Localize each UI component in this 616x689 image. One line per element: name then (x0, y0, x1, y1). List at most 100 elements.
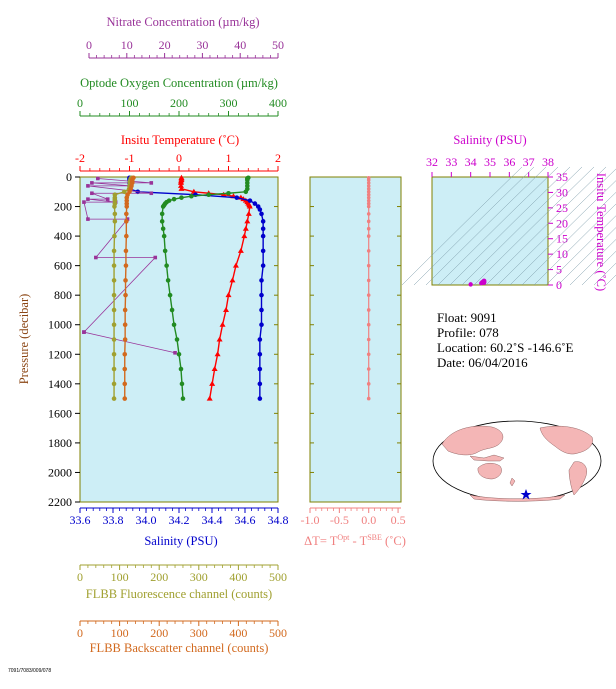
nitrate-point (90, 181, 94, 185)
delta-t-point (366, 189, 371, 194)
oxygen-axis-label: Optode Oxygen Concentration (µm/kg) (80, 76, 278, 90)
flbb-backscatter-point (122, 396, 128, 401)
insitu-temperature-point (177, 182, 184, 188)
pressure-tick-label: 800 (54, 288, 72, 302)
fluorescence-tick-label: 100 (111, 570, 129, 584)
backscatter-tick-label: 500 (269, 626, 287, 640)
flbb-backscatter-point (122, 322, 128, 328)
optode-oxygen-point (171, 196, 177, 202)
ts-salinity-tick-label: 36 (503, 155, 515, 169)
delta-t-point (366, 195, 371, 200)
flbb-backscatter-point (124, 211, 129, 217)
info-float: Float: 9091 (437, 310, 497, 325)
oxygen-tick-label: 0 (77, 96, 83, 110)
flbb-backscatter-point (123, 263, 129, 268)
delta-t-label-sup2: SBE (367, 533, 382, 542)
flbb-fluorescence-point (111, 396, 117, 401)
ts-isopycnal (425, 166, 547, 286)
salinity-point (260, 263, 266, 268)
insitu-temperature-point (232, 262, 239, 268)
ts-isopycnal (509, 180, 616, 286)
ts-salinity-tick-label: 35 (484, 155, 496, 169)
flbb-backscatter-point (123, 278, 128, 283)
delta-t-panel (309, 176, 402, 503)
ts-isopycnal (473, 166, 595, 286)
delta-t-point (366, 293, 371, 297)
ts-isopycnal (521, 191, 616, 286)
map-antarctica (469, 494, 566, 502)
optode-oxygen-point (243, 189, 249, 195)
insitu-temperature-point (216, 336, 223, 342)
pressure-tick-label: 1400 (48, 377, 72, 391)
nitrate-point (149, 191, 154, 196)
info-date: Date: 06/04/2016 (437, 355, 528, 370)
flbb-fluorescence-point (111, 322, 117, 328)
optode-oxygen-point (178, 366, 184, 372)
optode-oxygen-point (179, 195, 184, 200)
pressure-tick-label: 2200 (48, 495, 72, 509)
flbb-fluorescence-point (111, 248, 117, 254)
pressure-tick-label: 1200 (48, 347, 72, 361)
insitu-temperature-point (223, 306, 230, 312)
flbb-backscatter-point (124, 219, 129, 224)
nitrate-point (86, 217, 90, 221)
flbb-fluorescence-point (111, 381, 117, 387)
flbb-backscatter-point (123, 292, 128, 298)
insitu-temperature-point (211, 366, 218, 372)
temperature-tick-label: 0 (176, 151, 182, 165)
insitu-temperature-point (214, 351, 221, 357)
map-south-america (568, 461, 587, 496)
salinity-point (260, 226, 266, 232)
salinity-point (247, 198, 253, 203)
float-location-star-icon (520, 489, 532, 500)
salinity-point (259, 322, 264, 328)
footer-code: 7091/7083/009/078 (8, 668, 51, 674)
optode-oxygen-point (160, 204, 166, 209)
fluorescence-tick-label: 0 (77, 570, 83, 584)
ts-isopycnal (401, 166, 523, 286)
optode-oxygen-point (171, 322, 177, 328)
nitrate-point (125, 217, 130, 221)
delta-t-point (366, 367, 371, 371)
ts-isopycnal (581, 250, 616, 286)
insitu-temperature-point (245, 210, 252, 216)
flbb-fluorescence-point (112, 204, 117, 209)
salinity-point (259, 307, 264, 313)
world-map (432, 420, 602, 502)
delta-t-point (366, 337, 371, 342)
nitrate-point (105, 197, 110, 201)
insitu-temperature-point (225, 292, 232, 298)
nitrate-tick-label: 30 (196, 38, 208, 52)
delta-t-point (366, 382, 371, 386)
pressure-tick-label: 1600 (48, 406, 72, 420)
ts-point (481, 280, 487, 286)
salinity-point (234, 195, 240, 200)
pressure-tick-label: 1000 (48, 318, 72, 332)
nitrate-point (173, 350, 177, 355)
fluorescence-tick-label: 300 (190, 570, 208, 584)
ts-temperature-tick-label: 10 (556, 247, 568, 261)
optode-oxygen-point (206, 192, 211, 198)
optode-oxygen-point (164, 263, 169, 268)
flbb-backscatter-point (123, 248, 129, 254)
oxygen-tick-label: 200 (170, 96, 188, 110)
flbb-backscatter-point (122, 307, 128, 313)
map-australia (477, 463, 502, 480)
salinity-tick-label: 33.8 (103, 513, 124, 527)
optode-oxygen-point (161, 233, 167, 239)
ts-isopycnal (569, 238, 616, 286)
temperature-tick-label: 2 (275, 151, 281, 165)
delta-t-label-sup1: Opt (337, 533, 350, 542)
nitrate-point (96, 176, 100, 181)
backscatter-tick-label: 100 (111, 626, 129, 640)
map-indonesia (469, 454, 505, 462)
delta-t-point (366, 219, 371, 224)
nitrate-point (90, 191, 94, 196)
ts-temperature-tick-label: 15 (556, 232, 568, 246)
insitu-temperature-point (244, 218, 251, 224)
optode-oxygen-point (159, 211, 165, 217)
flbb-fluorescence-point (111, 307, 117, 313)
info-location: Location: 60.2˚S -146.6˚E (437, 340, 574, 355)
ts-isopycnal (413, 166, 535, 286)
pressure-tick-label: 400 (54, 229, 72, 243)
